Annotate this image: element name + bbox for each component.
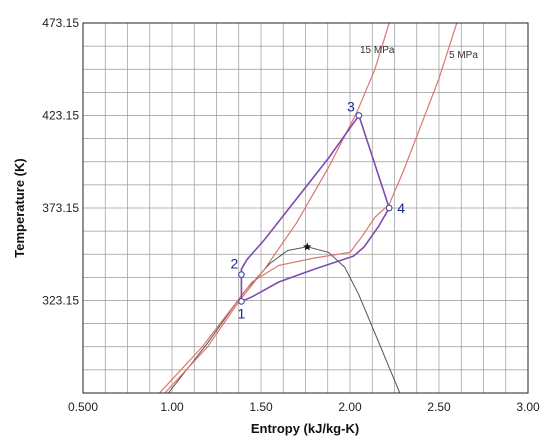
x-tick-label: 1.50 [249,400,273,414]
state-point-label: 1 [238,305,246,321]
isobar-labels: 15 MPa 5 MPa [360,45,478,61]
x-tick-label: 0.500 [68,400,98,414]
chart-states: 1 2 3 4 [231,99,406,322]
isobar-line [164,23,390,393]
y-tick-label: 373.15 [42,201,79,215]
state-point-marker [355,112,363,119]
isobar-label: 5 MPa [449,50,478,61]
y-tick-label: 423.15 [42,109,79,123]
critical-point-star [303,242,312,251]
state-point-label: 4 [397,200,405,216]
x-tick-label: 3.00 [516,400,540,414]
state-point-label: 3 [347,99,355,115]
state-point-marker [385,204,393,212]
isobar-label: 15 MPa [360,45,395,56]
y-axis-label: Temperature (K) [12,158,27,257]
x-axis-label: Entropy (kJ/kg-K) [251,421,359,436]
x-tick-label: 2.00 [338,400,362,414]
state-point-marker [238,271,245,278]
state-point-marker [238,298,245,305]
x-tick-label: 2.50 [427,400,451,414]
chart-ticks: 0.500 1.00 1.50 2.00 2.50 3.00323.15373.15423… [42,16,540,414]
y-tick-label: 323.15 [42,294,79,308]
chart-curves [159,23,458,393]
plot-frame [82,22,529,394]
y-tick-label: 473.15 [42,16,79,30]
x-tick-label: 1.00 [160,400,184,414]
isobar-line [159,23,458,393]
state-point-label: 2 [231,256,239,272]
